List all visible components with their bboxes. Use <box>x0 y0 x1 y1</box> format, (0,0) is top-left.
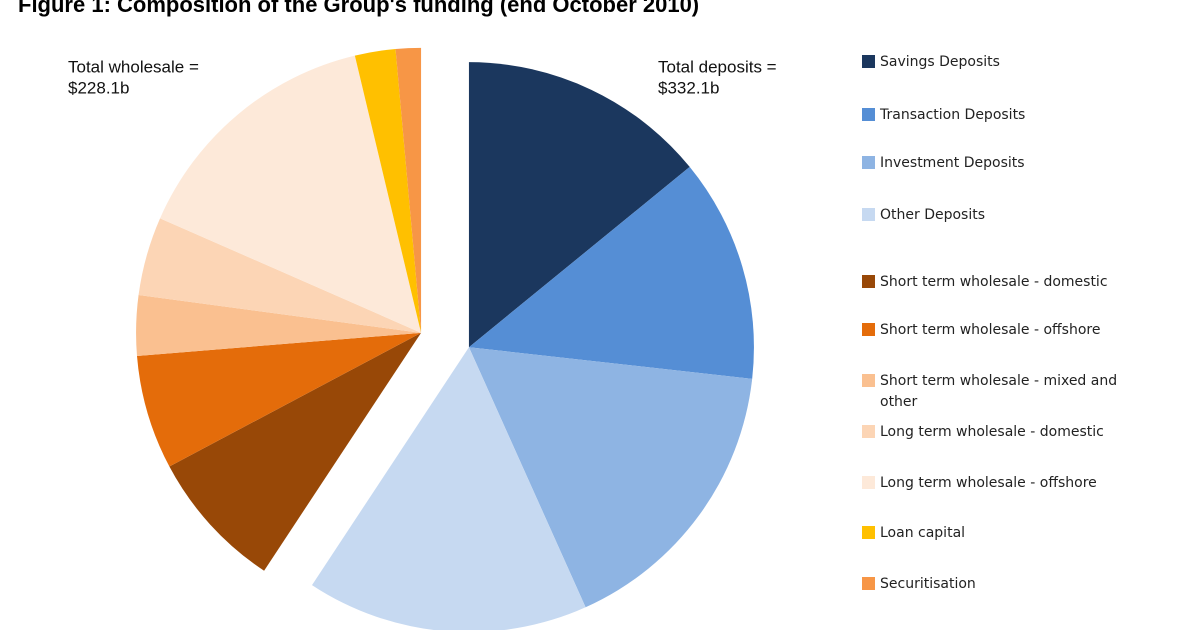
legend-swatch <box>862 208 875 221</box>
legend-label-line: other <box>880 394 918 410</box>
legend-swatch <box>862 55 875 68</box>
legend-swatch <box>862 577 875 590</box>
pie-slice <box>468 166 754 379</box>
annotation: $332.1b <box>658 78 719 97</box>
pie-slice <box>169 332 422 571</box>
chart-title: Figure 1: Composition of the Group's fun… <box>18 0 699 17</box>
legend-swatch <box>862 476 875 489</box>
legend-label: Short term wholesale - domestic <box>880 274 1108 290</box>
legend-label: Investment Deposits <box>880 155 1025 171</box>
pie-slice <box>468 62 690 348</box>
legend-label-line: Short term wholesale - mixed and <box>880 373 1117 389</box>
legend-label: Long term wholesale - domestic <box>880 424 1104 440</box>
legend-swatch <box>862 108 875 121</box>
legend-label: Short term wholesale - offshore <box>880 322 1100 338</box>
legend-label: Transaction Deposits <box>879 107 1025 123</box>
legend-swatch <box>862 374 875 387</box>
legend-label: Short term wholesale - mixed and other <box>880 373 1117 410</box>
legend-label: Long term wholesale - offshore <box>880 475 1097 491</box>
annotation: Total deposits = <box>658 57 777 76</box>
pie-slice <box>468 347 753 608</box>
annotation: $228.1b <box>68 78 129 97</box>
legend-label: Other Deposits <box>880 207 985 223</box>
legend-swatch <box>862 275 875 288</box>
pie-slice <box>354 48 422 333</box>
legend-label: Loan capital <box>880 525 965 541</box>
pie-slice <box>136 332 422 467</box>
pie-slice <box>395 47 422 333</box>
legend-label: Securitisation <box>880 576 976 592</box>
legend-swatch <box>862 323 875 336</box>
pie-slice <box>136 295 422 356</box>
legend-label: Savings Deposits <box>880 54 1000 70</box>
annotation: Total wholesale = <box>68 57 199 76</box>
pie-slice <box>138 218 422 333</box>
legend-swatch <box>862 156 875 169</box>
pie-slice <box>311 347 586 630</box>
pie-slice <box>160 55 422 333</box>
legend-swatch <box>862 526 875 539</box>
legend-swatch <box>862 425 875 438</box>
